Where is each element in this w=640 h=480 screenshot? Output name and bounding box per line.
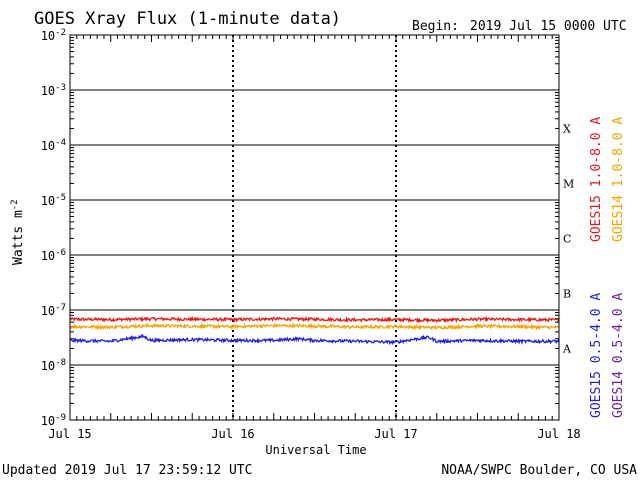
y-tick-label: 10-2	[41, 28, 66, 43]
legend-goes15-long: GOES15 1.0-8.0 A	[589, 117, 604, 242]
begin-value: 2019 Jul 15 0000 UTC	[470, 19, 627, 34]
begin-label: Begin:	[412, 19, 459, 34]
footer-updated: Updated 2019 Jul 17 23:59:12 UTC	[2, 463, 252, 478]
flare-class-m: M	[563, 177, 574, 190]
series-lines	[69, 315, 560, 346]
y-tick-label: 10-5	[41, 193, 66, 208]
y-tick-label: 10-3	[41, 83, 66, 98]
y-axis-label: Watts m-2	[10, 199, 26, 265]
flare-class-c: C	[563, 232, 571, 245]
flare-class-labels: X M C B A	[562, 122, 574, 355]
footer-credit: NOAA/SWPC Boulder, CO USA	[441, 463, 637, 478]
plot-frame	[69, 34, 560, 421]
x-tick-label: Jul 16	[211, 427, 254, 441]
y-tick-labels: 10-9 10-8 10-7 10-6 10-5 10-4 10-3 10-2	[41, 28, 66, 428]
series-line-0	[69, 315, 559, 324]
legend-goes14-long: GOES14 1.0-8.0 A	[611, 117, 626, 242]
x-tick-label: Jul 15	[48, 427, 91, 441]
flare-class-b: B	[563, 287, 571, 300]
flare-class-a: A	[562, 342, 572, 355]
y-tick-label: 10-8	[41, 358, 66, 373]
y-tick-label: 10-4	[41, 138, 66, 153]
series-line-1	[70, 322, 560, 331]
x-tick-label: Jul 17	[374, 427, 417, 441]
legend-goes15-short: GOES15 0.5-4.0 A	[589, 293, 604, 418]
y-tick-label: 10-6	[41, 248, 66, 263]
y-tick-label: 10-7	[41, 303, 66, 318]
legend-goes14-short: GOES14 0.5-4.0 A	[611, 293, 626, 418]
x-tick-labels: Jul 15 Jul 16 Jul 17 Jul 18	[48, 427, 580, 441]
chart-title: GOES Xray Flux (1-minute data)	[34, 9, 341, 29]
x-tick-label: Jul 18	[537, 427, 580, 441]
grid	[70, 35, 559, 420]
x-axis-label: Universal Time	[265, 443, 366, 457]
flare-class-x: X	[563, 122, 571, 135]
series-line-2	[69, 333, 560, 346]
y-tick-label: 10-9	[41, 413, 66, 428]
